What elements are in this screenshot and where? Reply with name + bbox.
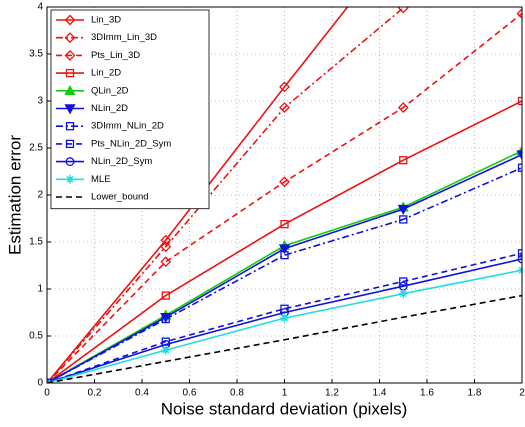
legend-label: Lower_bound <box>91 192 149 203</box>
legend-label: Pts_NLin_2D_Sym <box>91 138 171 149</box>
legend-label: MLE <box>91 174 111 185</box>
marker <box>517 265 522 275</box>
marker <box>397 204 409 215</box>
x-tick-label: 1 <box>282 388 288 399</box>
series-line <box>47 7 349 383</box>
y-tick-label: 3 <box>37 96 43 107</box>
y-tick-label: 4 <box>37 2 43 13</box>
marker <box>65 139 75 149</box>
marker <box>399 156 408 165</box>
x-tick-label: 0.2 <box>88 388 102 399</box>
marker <box>279 176 290 188</box>
marker <box>516 8 522 19</box>
marker <box>279 81 290 93</box>
marker <box>517 163 522 172</box>
marker <box>398 289 408 299</box>
marker <box>64 49 76 61</box>
y-tick-label: 2 <box>37 190 43 201</box>
y-tick-label: 1.5 <box>29 237 43 248</box>
x-tick-label: 2 <box>519 388 525 399</box>
legend-label: Lin_2D <box>91 68 121 79</box>
x-tick-label: 1.6 <box>420 388 434 399</box>
marker <box>65 68 75 78</box>
series-line <box>47 258 522 383</box>
marker <box>517 96 522 106</box>
marker <box>64 14 76 26</box>
marker <box>47 378 52 383</box>
marker <box>161 314 170 324</box>
lines <box>47 7 522 383</box>
legend-label: QLin_2D <box>91 85 129 96</box>
legend-label: NLin_2D_Sym <box>91 156 152 167</box>
marker <box>64 104 76 115</box>
x-tick-label: 0.8 <box>230 388 244 399</box>
marker <box>517 254 522 264</box>
x-tick-label: 1.2 <box>325 388 339 399</box>
marker <box>64 32 76 44</box>
series-line <box>47 7 406 383</box>
x-tick-label: 0.4 <box>135 388 149 399</box>
x-tick-label: 1.8 <box>468 388 482 399</box>
x-tick-label: 0.6 <box>183 388 197 399</box>
marker <box>160 234 172 246</box>
marker <box>64 84 76 96</box>
y-tick-label: 0.5 <box>29 331 43 342</box>
marker <box>160 241 172 253</box>
marker <box>280 313 289 323</box>
marker <box>160 256 172 268</box>
marker <box>65 174 75 184</box>
y-tick-label: 2.5 <box>29 143 43 154</box>
legend-label: 3DImm_NLin_2D <box>91 121 164 132</box>
series-line <box>47 294 522 383</box>
series-line <box>47 167 522 383</box>
series-line <box>47 252 522 383</box>
x-tick-label: 1.4 <box>373 388 387 399</box>
marker <box>397 7 409 14</box>
x-axis-label: Noise standard deviation (pixels) <box>161 399 408 418</box>
legend-label: Pts_Lin_3D <box>91 50 140 61</box>
legend-box <box>50 9 210 210</box>
y-tick-label: 0 <box>37 378 43 389</box>
marker <box>399 277 408 286</box>
y-tick-label: 1 <box>37 284 43 295</box>
series-line <box>47 100 522 383</box>
marker <box>279 102 290 113</box>
marker <box>280 219 289 229</box>
marker <box>65 157 75 167</box>
y-tick-label: 3.5 <box>29 49 43 60</box>
marker <box>516 150 522 161</box>
marker <box>65 122 75 131</box>
ticks: 0 0.2 0.4 0.6 0.8 1 1.2 1.4 1.6 1.8 2 0 0.5 1 1.5 2 2.5 3… <box>29 2 525 399</box>
x-tick-label: 0 <box>44 388 50 399</box>
y-axis-label: Estimation error <box>5 135 24 255</box>
legend-label: NLin_2D <box>91 103 128 114</box>
legend-label: 3DImm_Lin_3D <box>91 32 157 43</box>
marker <box>278 244 291 255</box>
marker <box>397 102 409 113</box>
legend-label: Lin_3D <box>91 15 121 26</box>
marker <box>161 291 170 300</box>
marker <box>399 215 408 224</box>
marker <box>161 345 171 355</box>
marker <box>517 249 522 258</box>
marker <box>280 251 289 260</box>
legend: Lin_3D 3DImm_Lin_3D Pts_Lin_3D Lin_2D QLin_2… <box>50 9 210 210</box>
series-line <box>47 12 522 383</box>
